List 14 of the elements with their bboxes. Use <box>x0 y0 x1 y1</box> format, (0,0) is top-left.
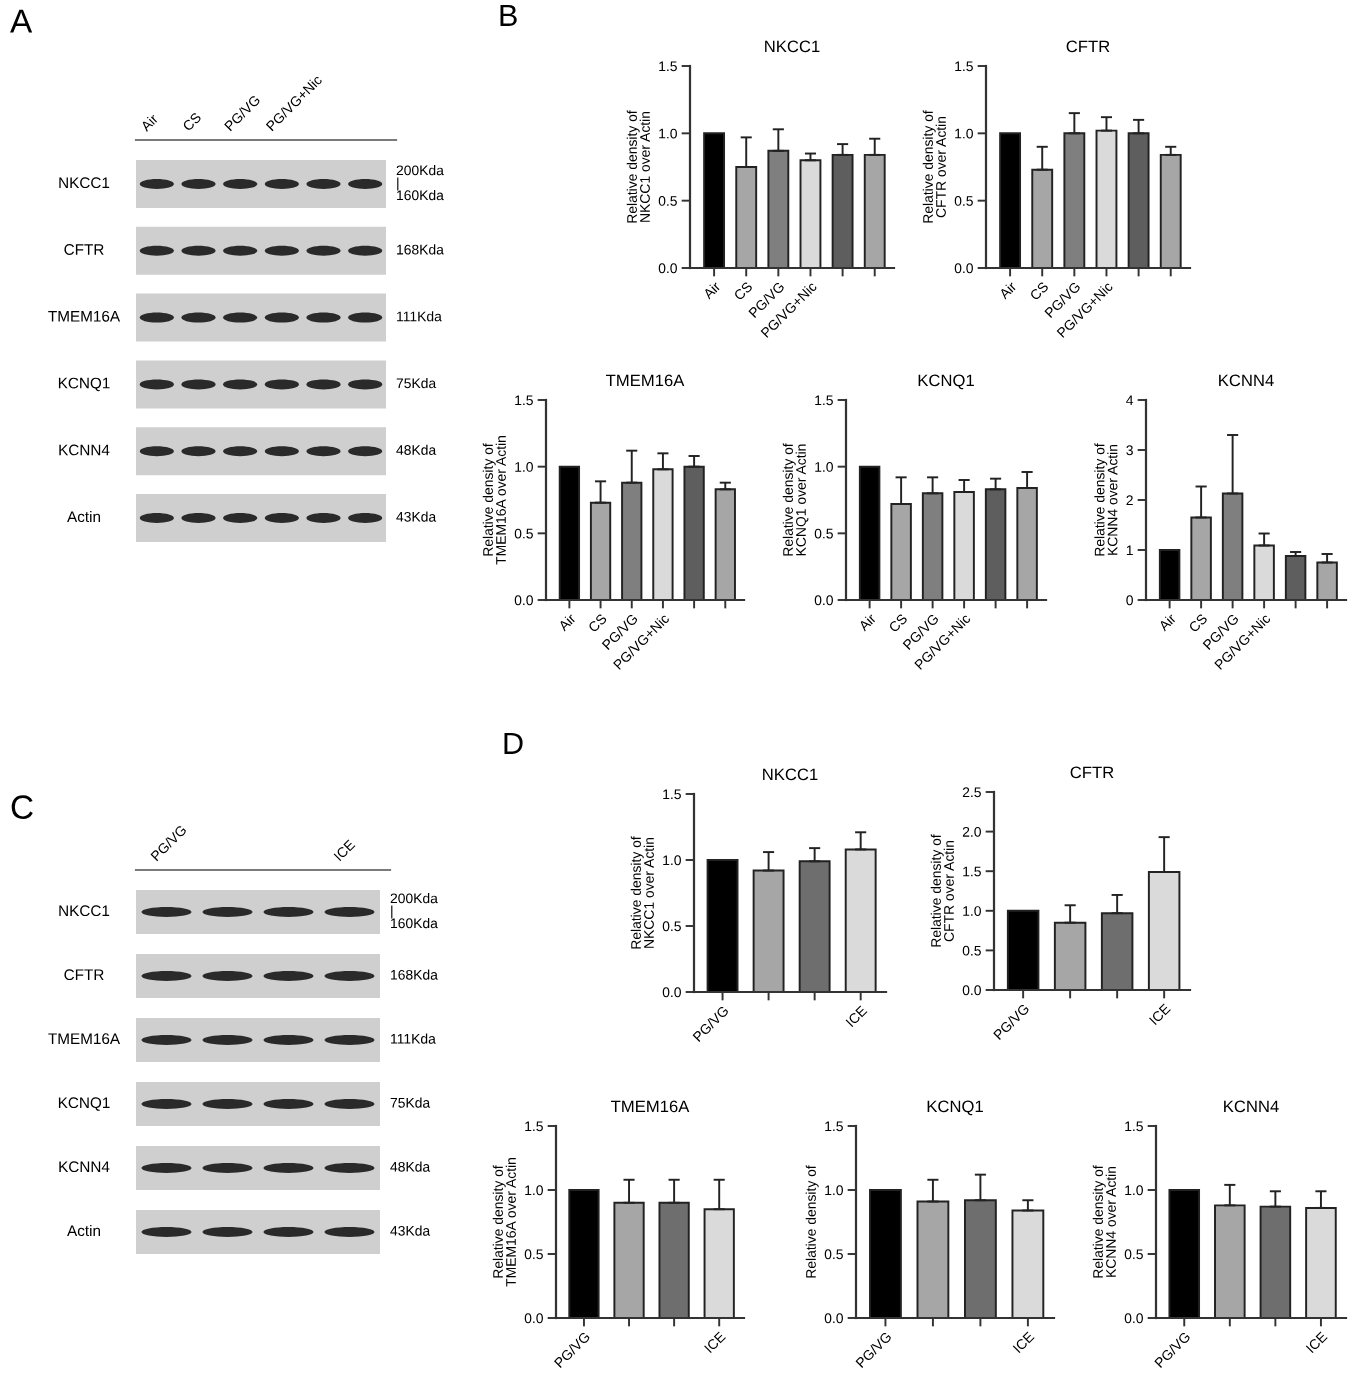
chart-title: KCNN4 <box>1224 1100 1279 1113</box>
chart-title: NKCC1 <box>765 40 820 53</box>
chart-title: CFTR <box>1066 40 1110 53</box>
chart-title: TMEM16A <box>611 1100 690 1113</box>
text: B <box>500 4 517 26</box>
chart-title: KCNQ1 <box>927 1100 983 1116</box>
chart-title: KCNN4 <box>1219 374 1274 387</box>
text: D <box>504 732 523 754</box>
text: C <box>11 795 33 819</box>
text: A <box>10 9 33 33</box>
chart-title: TMEM16A <box>606 374 685 387</box>
chart-title: KCNQ1 <box>918 374 974 390</box>
chart-title: NKCC1 <box>763 768 818 781</box>
chart-title: CFTR <box>1070 766 1114 779</box>
